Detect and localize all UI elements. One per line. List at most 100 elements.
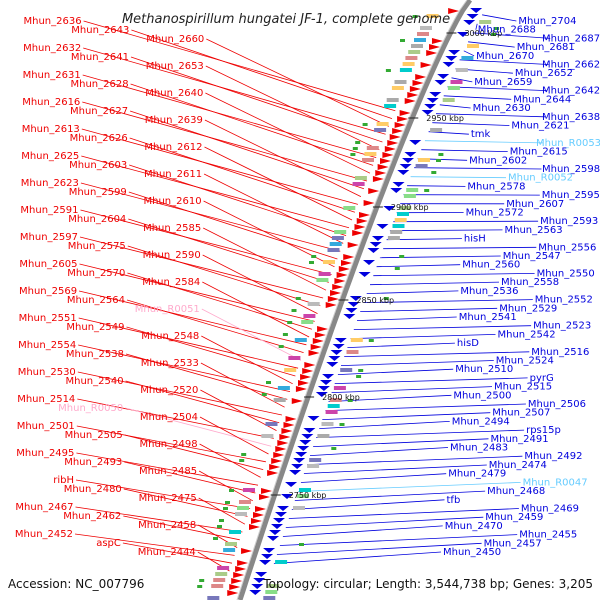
left-gene-label: Mhun_2480 bbox=[64, 484, 122, 495]
label-connector-line bbox=[389, 229, 503, 232]
right-gene-label: Mhun_2523 bbox=[533, 321, 591, 332]
reverse-gene-arrow bbox=[315, 392, 328, 397]
map-title: Methanospirillum hungatei JF-1, complete… bbox=[122, 12, 450, 27]
right-gene-label: Mhun_R0053 bbox=[536, 138, 600, 149]
rna-mark bbox=[239, 459, 245, 462]
right-gene-label: Mhun_2687 bbox=[542, 33, 600, 44]
label-connector-line bbox=[81, 155, 350, 229]
label-connector-line bbox=[204, 146, 353, 221]
cog-category-block bbox=[288, 356, 301, 360]
cog-category-block bbox=[239, 500, 251, 504]
left-gene-label: Mhun_2632 bbox=[23, 43, 81, 54]
cog-category-block bbox=[411, 44, 423, 48]
label-connector-line bbox=[276, 542, 482, 555]
cog-category-block bbox=[387, 236, 400, 240]
cog-category-block bbox=[303, 314, 316, 318]
label-connector-line bbox=[316, 429, 525, 438]
label-connector-line bbox=[482, 14, 517, 22]
left-gene-label: Mhun_2504 bbox=[140, 412, 198, 423]
reverse-gene-arrow bbox=[301, 434, 314, 439]
rna-mark bbox=[358, 369, 364, 372]
label-connector-line bbox=[201, 308, 302, 361]
cog-category-block bbox=[211, 584, 224, 588]
rna-mark bbox=[266, 381, 271, 384]
label-connector-line bbox=[78, 317, 299, 369]
forward-gene-arrow bbox=[377, 164, 389, 170]
label-connector-line bbox=[313, 438, 489, 447]
gene-labels: Mhun_2636Mhun_2643Mhun_2660Mhun_2632Mhun… bbox=[15, 16, 600, 558]
reverse-gene-arrow bbox=[448, 50, 461, 55]
reverse-gene-arrow bbox=[434, 80, 447, 85]
label-connector-line bbox=[459, 59, 549, 65]
left-gene-label: Mhun_2631 bbox=[23, 70, 81, 81]
cog-category-block bbox=[343, 206, 356, 210]
label-connector-line bbox=[83, 20, 396, 112]
forward-gene-arrow bbox=[300, 374, 312, 380]
label-connector-line bbox=[383, 246, 537, 250]
label-connector-line bbox=[451, 77, 473, 83]
label-connector-line bbox=[204, 119, 362, 197]
right-gene-label: Mhun_2470 bbox=[445, 521, 503, 532]
rna-mark bbox=[383, 297, 389, 300]
rna-mark bbox=[385, 69, 391, 72]
label-connector-line bbox=[130, 56, 383, 143]
label-connector-line bbox=[75, 479, 251, 509]
forward-gene-arrow bbox=[380, 158, 392, 164]
forward-gene-arrow bbox=[291, 398, 303, 404]
cog-category-block bbox=[327, 404, 340, 408]
label-connector-line bbox=[366, 290, 459, 294]
reverse-gene-arrow bbox=[332, 344, 345, 349]
label-connector-line bbox=[300, 473, 447, 483]
reverse-gene-arrow bbox=[299, 440, 312, 445]
forward-gene-arrow bbox=[429, 44, 441, 50]
reverse-gene-arrow bbox=[349, 296, 362, 301]
forward-gene-arrow bbox=[267, 470, 279, 476]
rna-mark bbox=[362, 123, 368, 126]
forward-gene-arrow bbox=[285, 416, 297, 422]
rna-mark bbox=[219, 519, 224, 522]
right-gene-label: Mhun_2450 bbox=[443, 547, 501, 558]
label-connector-line bbox=[199, 443, 261, 478]
right-gene-label: Mhun_R0052 bbox=[508, 173, 573, 184]
label-connector-line bbox=[77, 398, 274, 439]
rna-mark bbox=[299, 543, 304, 546]
label-connector-line bbox=[198, 497, 246, 525]
cog-category-block bbox=[294, 338, 307, 342]
label-connector-line bbox=[205, 65, 380, 151]
forward-gene-arrow bbox=[332, 284, 344, 290]
label-connector-line bbox=[198, 470, 253, 502]
reverse-gene-arrow bbox=[426, 98, 439, 103]
label-connector-line bbox=[125, 353, 288, 400]
left-gene-label: Mhun_2643 bbox=[71, 25, 129, 36]
right-gene-label: hisH bbox=[464, 234, 486, 245]
reverse-gene-arrow bbox=[255, 572, 268, 577]
label-connector-line bbox=[472, 32, 551, 39]
label-connector-line bbox=[344, 351, 530, 357]
label-connector-line bbox=[393, 220, 539, 223]
rna-mark bbox=[295, 297, 301, 300]
cog-category-block bbox=[229, 530, 241, 534]
label-connector-line bbox=[129, 110, 365, 190]
reverse-gene-arrow bbox=[347, 302, 360, 307]
label-connector-line bbox=[125, 407, 272, 447]
right-gene-label: Mhun_2494 bbox=[452, 416, 510, 427]
scale-tick-label: 2750 kbp bbox=[289, 491, 327, 500]
rna-mark bbox=[311, 255, 317, 258]
left-gene-label: Mhun_2599 bbox=[69, 187, 127, 198]
left-gene-label: Mhun_R0050 bbox=[58, 403, 123, 414]
forward-gene-arrow bbox=[259, 494, 271, 500]
right-gene-label: Mhun_2638 bbox=[542, 112, 600, 123]
rna-mark bbox=[217, 525, 222, 528]
cog-category-block bbox=[386, 98, 399, 102]
left-gene-label: Mhun_2548 bbox=[141, 331, 199, 342]
cog-category-block bbox=[397, 212, 409, 216]
reverse-gene-arrow bbox=[463, 20, 476, 25]
label-connector-line bbox=[356, 316, 457, 321]
cog-category-block bbox=[461, 56, 474, 60]
rna-mark bbox=[229, 489, 234, 492]
left-gene-label: Mhun_2611 bbox=[144, 169, 202, 180]
rna-mark bbox=[355, 141, 361, 144]
forward-gene-arrow bbox=[359, 212, 371, 218]
reverse-gene-arrow bbox=[249, 590, 262, 595]
forward-gene-arrow bbox=[352, 230, 364, 236]
